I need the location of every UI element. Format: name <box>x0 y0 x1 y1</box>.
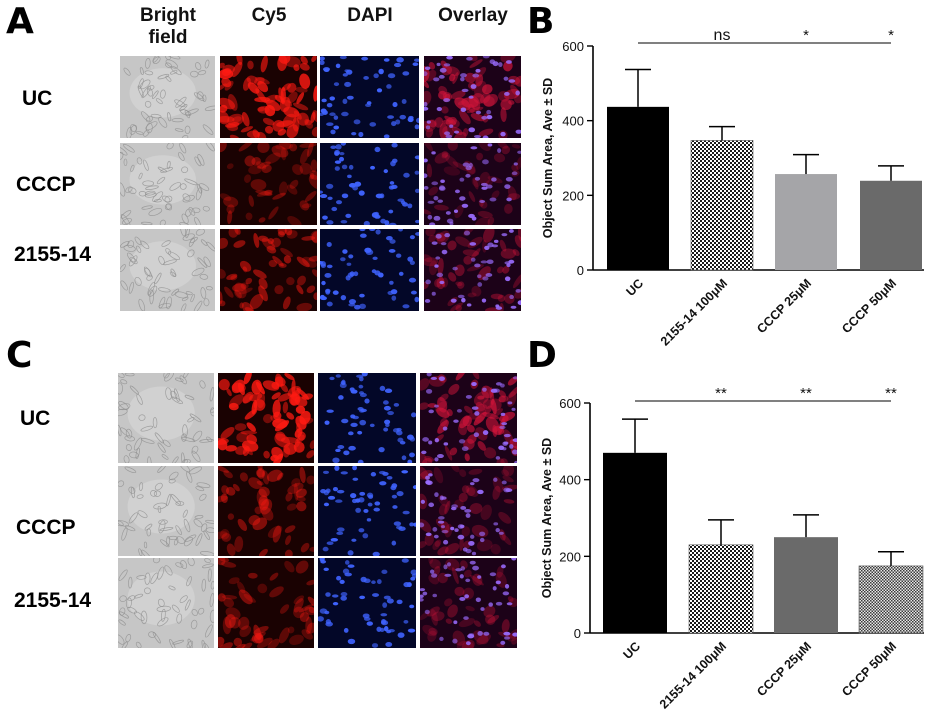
x-tick-label: CCCP 50μM <box>839 276 899 336</box>
y-tick-label: 400 <box>562 114 584 129</box>
micrograph-bottom-uc-overlay <box>420 373 517 463</box>
micrograph-top-2155-bright <box>120 229 215 311</box>
bar <box>858 565 924 634</box>
micrograph-top-2155-cy5 <box>220 229 317 311</box>
micrograph-bottom-cccp-cy5 <box>218 466 314 556</box>
column-header-bright-line2: field <box>148 27 188 48</box>
micrograph-bottom-cccp-bright <box>118 466 214 556</box>
micrograph-bottom-2155-cy5 <box>218 558 314 648</box>
micrograph-bottom-2155-overlay <box>420 558 517 648</box>
x-tick-label: CCCP 50μM <box>839 639 899 699</box>
row-label-uc-bottom: UC <box>20 407 51 430</box>
micrograph-bottom-cccp-overlay <box>420 466 517 556</box>
bar <box>860 180 922 270</box>
y-tick-label: 600 <box>559 396 581 411</box>
column-header-cy5: Cy5 <box>251 5 287 26</box>
bar <box>690 140 754 271</box>
row-label-2155-top: 2155-14 <box>14 243 92 266</box>
micrograph-top-uc-overlay <box>424 56 521 138</box>
micrograph-top-cccp-dapi <box>320 143 419 225</box>
row-label-2155-bottom: 2155-14 <box>14 589 92 612</box>
micrograph-top-cccp-cy5 <box>220 143 317 225</box>
significance-label: * <box>888 27 894 44</box>
bar <box>775 174 837 270</box>
bar <box>603 452 667 633</box>
micrograph-bottom-2155-dapi <box>318 558 416 648</box>
row-label-uc-top: UC <box>22 87 53 110</box>
micrograph-top-uc-dapi <box>320 56 419 138</box>
significance-label: ns <box>714 27 731 44</box>
micrograph-top-uc-bright <box>120 56 215 138</box>
micrograph-top-cccp-bright <box>120 143 215 225</box>
x-tick-label: UC <box>620 639 643 662</box>
column-header-bright-line1: Bright <box>140 5 196 26</box>
y-axis-label: Object Sum Area, Ave ± SD <box>541 78 555 238</box>
y-tick-label: 600 <box>562 39 584 54</box>
x-tick-label: CCCP 25μM <box>754 276 814 336</box>
row-label-cccp-bottom: CCCP <box>16 516 76 539</box>
y-tick-label: 200 <box>562 188 584 203</box>
micrograph-bottom-2155-bright <box>118 558 214 648</box>
panel-letter-c: C <box>6 335 33 376</box>
micrograph-top-uc-cy5 <box>220 56 317 138</box>
row-label-cccp-top: CCCP <box>16 173 76 196</box>
column-header-overlay: Overlay <box>438 5 508 26</box>
micrograph-top-cccp-overlay <box>424 143 521 225</box>
y-tick-label: 0 <box>577 263 584 278</box>
micrograph-bottom-cccp-dapi <box>318 466 416 556</box>
micrograph-top-2155-overlay <box>424 229 521 311</box>
micrograph-bottom-uc-dapi <box>318 373 416 463</box>
x-tick-label: 2155-14 100μM <box>658 276 730 348</box>
significance-label: ** <box>715 385 727 402</box>
micrograph-bottom-uc-bright <box>118 373 214 463</box>
y-tick-label: 0 <box>574 626 581 641</box>
bar <box>607 106 669 270</box>
bar <box>688 544 754 634</box>
x-tick-label: CCCP 25μM <box>754 639 814 699</box>
column-header-bright-field: Bright field <box>118 5 218 49</box>
y-axis-label: Object Sum Area, Ave ± SD <box>540 438 554 598</box>
panel-letter-d: D <box>527 335 557 376</box>
y-tick-label: 200 <box>559 549 581 564</box>
panel-letter-a: A <box>6 1 34 42</box>
micrograph-bottom-uc-cy5 <box>218 373 314 463</box>
significance-label: ** <box>800 385 812 402</box>
bar <box>774 537 838 633</box>
y-tick-label: 400 <box>559 473 581 488</box>
x-tick-label: 2155-14 100μM <box>657 639 729 711</box>
x-tick-label: UC <box>623 276 646 299</box>
significance-label: ** <box>885 385 897 402</box>
column-header-dapi: DAPI <box>347 5 393 26</box>
micrograph-top-2155-dapi <box>320 229 419 311</box>
significance-label: * <box>803 27 809 44</box>
panel-letter-b: B <box>527 1 555 42</box>
